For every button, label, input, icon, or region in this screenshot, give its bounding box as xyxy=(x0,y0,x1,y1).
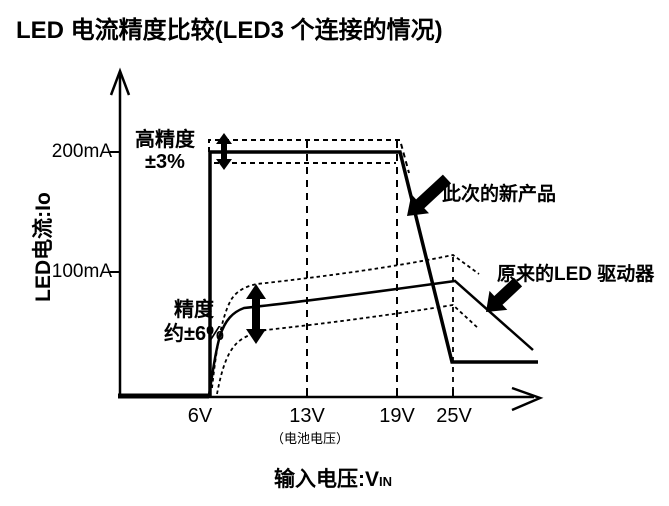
new-product-pointer-arrow-icon xyxy=(407,174,452,216)
y-axis-arrowhead xyxy=(109,67,131,96)
y-axis-title: LED电流:Io xyxy=(32,192,55,302)
y-tick-label-200ma: 200mA xyxy=(51,141,112,162)
low-precision-line1: 精度 xyxy=(174,299,214,321)
x-tick-label-25v: 25V xyxy=(436,405,472,427)
new-product-annotation: 此次的新产品 xyxy=(442,184,557,205)
x-axis-title: 输入电压:VIN xyxy=(233,463,433,493)
tolerance-6pct-double-arrow-icon xyxy=(246,284,266,344)
battery-voltage-note: （电池电压） xyxy=(270,431,349,446)
x-tick-label-13v: 13V xyxy=(289,405,325,427)
old-driver-line xyxy=(207,279,534,396)
x-axis-arrowhead xyxy=(511,386,544,412)
x-axis-title-subscript: IN xyxy=(379,474,392,489)
high-precision-annotation: 高精度 ±3% xyxy=(122,129,208,173)
x-axis-title-text: 输入电压:V xyxy=(274,468,379,491)
y-tick-label-100ma: 100mA xyxy=(51,261,112,282)
tolerance-band-6pct-upper-dashed xyxy=(211,254,480,389)
page-title: LED 电流精度比较(LED3 个连接的情况) xyxy=(16,17,443,44)
old-driver-annotation: 原来的LED 驱动器 xyxy=(497,264,655,285)
tolerance-band-3pct-upper-dashed xyxy=(208,139,410,174)
x-tick-label-6v: 6V xyxy=(187,405,213,427)
low-precision-line2: 约±6% xyxy=(164,323,224,345)
high-precision-line2: ±3% xyxy=(145,151,185,173)
tolerance-3pct-double-arrow-icon xyxy=(216,133,232,170)
y-axis-ticks xyxy=(110,151,121,273)
x-tick-label-19v: 19V xyxy=(379,405,415,427)
old-driver-pointer-arrow-icon xyxy=(486,277,523,312)
new-product-line xyxy=(208,150,538,396)
low-precision-annotation: 精度 约±6% xyxy=(144,298,244,346)
high-precision-line1: 高精度 xyxy=(135,129,195,151)
